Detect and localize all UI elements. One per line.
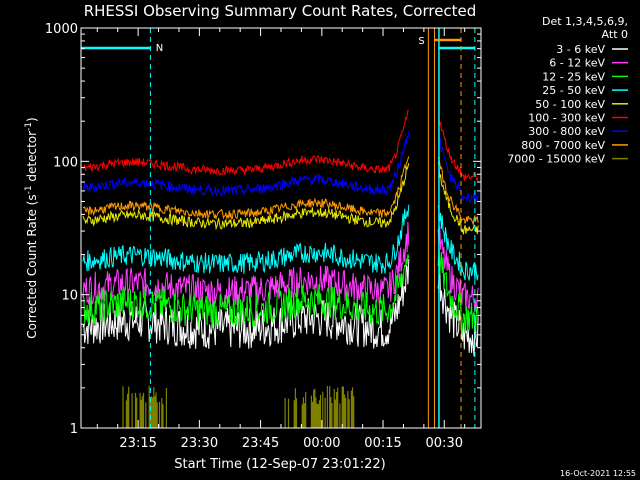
x-tick-label: 23:15	[119, 436, 156, 451]
series-path	[82, 244, 479, 334]
series-path	[82, 109, 479, 182]
x-tick-label: 00:00	[303, 436, 340, 451]
series-path	[122, 385, 355, 428]
y-axis: 1 10 100 1000	[45, 22, 481, 437]
legend-label: 800 - 7000 keV	[521, 139, 605, 152]
series-path	[82, 204, 479, 281]
legend-label: 100 - 300 keV	[528, 112, 605, 125]
timestamp: 16-Oct-2021 12:55	[560, 469, 636, 478]
y-axis-label-mid: detector	[25, 131, 39, 186]
series-12-25-keV-line	[82, 244, 479, 334]
y-tick-label: 10	[61, 289, 78, 304]
series-7000-15000-keV-line	[122, 385, 355, 428]
series-3-6-keV-line	[82, 258, 479, 357]
x-axis: 23:15 23:30 23:45 00:00 00:15 00:30	[96, 28, 466, 451]
series-path	[82, 131, 479, 204]
series-800-7000-keV-line	[82, 156, 479, 225]
legend-header-attenuator: Att 0	[602, 28, 628, 41]
series-path	[82, 258, 479, 357]
y-tick-label: 1000	[45, 22, 78, 37]
flag-saa-label: S	[418, 36, 424, 47]
legend-label: 300 - 800 keV	[528, 125, 605, 138]
chart-title: RHESSI Observing Summary Count Rates, Co…	[84, 2, 477, 20]
x-tick-label: 00:15	[364, 436, 401, 451]
series-path	[82, 156, 479, 225]
legend-label: 12 - 25 keV	[542, 70, 605, 83]
legend-label: 7000 - 15000 keV	[507, 153, 605, 166]
legend-header-detectors: Det 1,3,4,5,6,9,	[542, 15, 628, 28]
x-tick-label: 23:30	[181, 436, 218, 451]
plot-area: NS	[80, 27, 482, 429]
legend-label: 25 - 50 keV	[542, 84, 605, 97]
series-path	[82, 221, 479, 314]
y-tick-label: 100	[53, 155, 78, 170]
legend-label: 6 - 12 keV	[549, 57, 605, 70]
y-axis-label-sup1: -1	[24, 185, 34, 194]
y-axis-label-sup2: -1	[24, 122, 34, 131]
flag-night-label: N	[156, 43, 163, 54]
x-tick-label: 23:45	[242, 436, 279, 451]
y-tick-label: 1	[70, 422, 78, 437]
legend-label: 50 - 100 keV	[535, 98, 605, 111]
series-path	[82, 162, 479, 235]
x-tick-label: 00:30	[426, 436, 463, 451]
series-50-100-keV-line	[82, 162, 479, 235]
y-axis-label-main: Corrected Count Rate (s	[25, 194, 39, 338]
legend-label: 3 - 6 keV	[556, 43, 605, 56]
x-axis-label: Start Time (12-Sep-07 23:01:22)	[174, 457, 385, 472]
series-25-50-keV-line	[82, 204, 479, 281]
y-axis-label: Corrected Count Rate (s-1 detector-1)	[24, 117, 39, 338]
series-6-12-keV-line	[82, 221, 479, 314]
series-300-800-keV-line	[82, 131, 479, 204]
series-100-300-keV-line	[82, 109, 479, 182]
y-axis-label-end: )	[25, 117, 39, 122]
